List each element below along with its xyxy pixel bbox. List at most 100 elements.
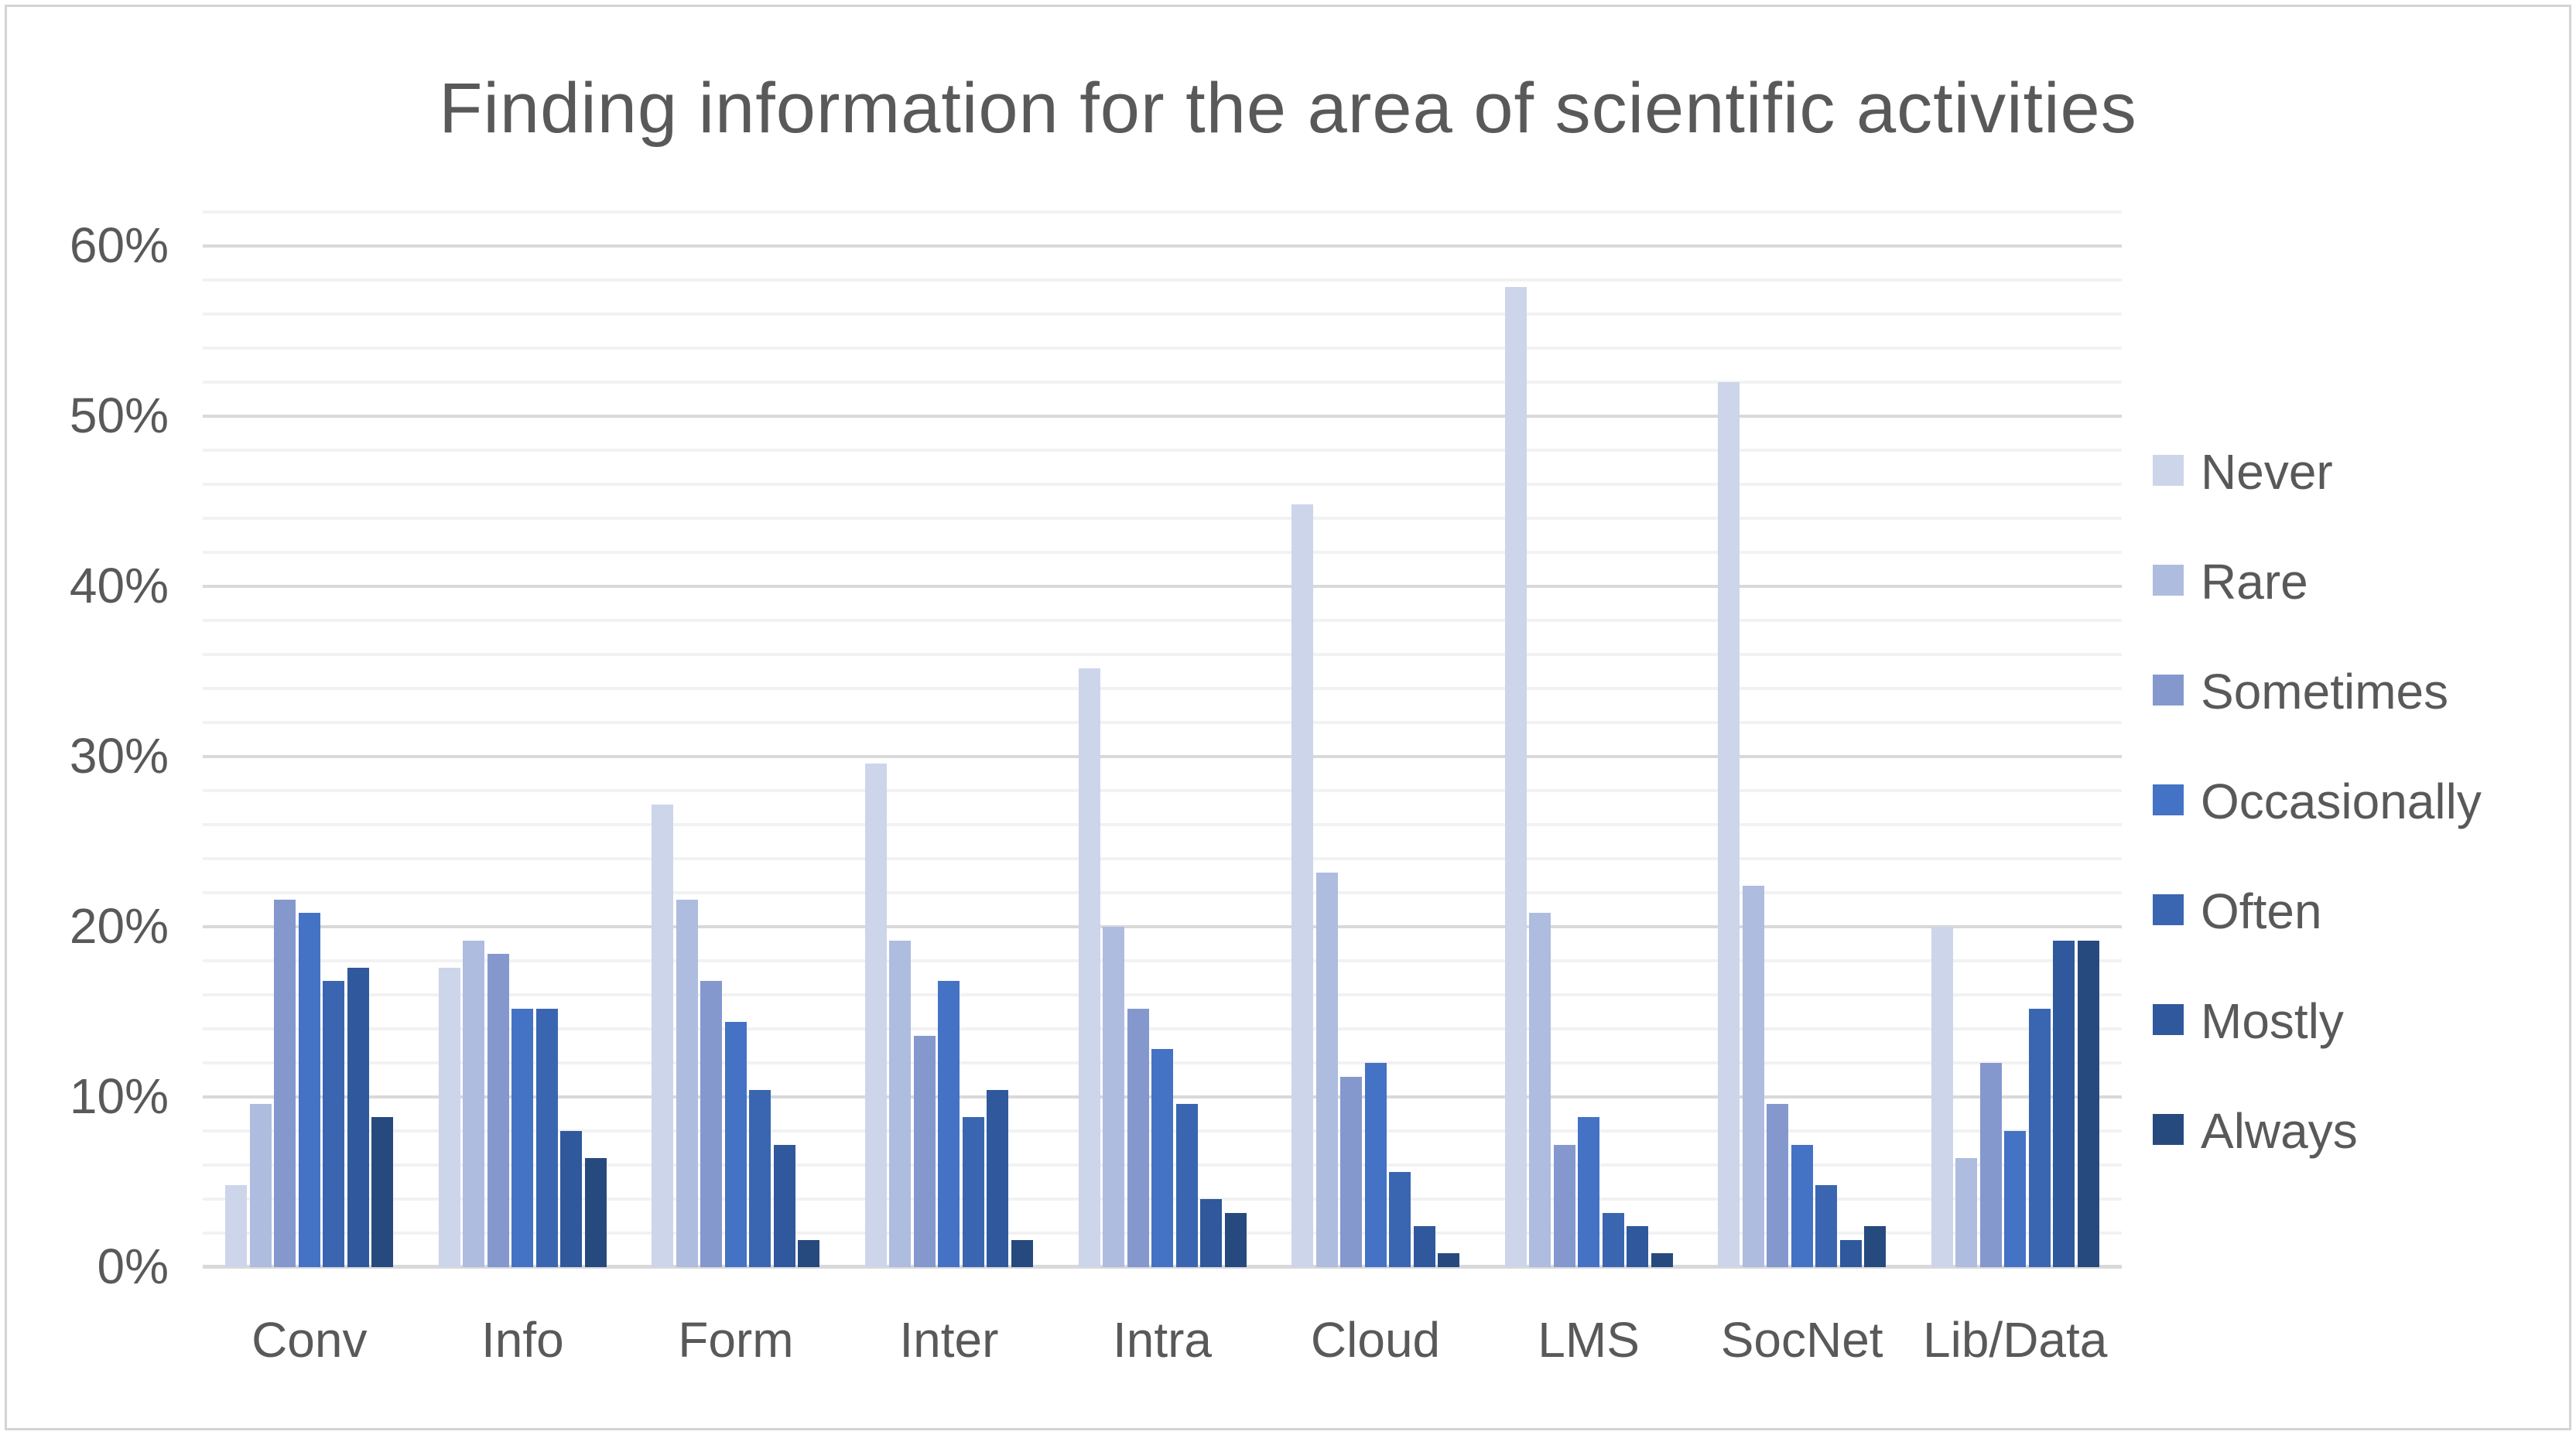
gridline-major — [203, 925, 2122, 928]
gridline-minor — [203, 278, 2122, 282]
bar-never-5 — [1291, 504, 1314, 1267]
bar-occasionally-8 — [2004, 1131, 2027, 1267]
bar-mostly-8 — [2053, 940, 2075, 1267]
gridline-major — [203, 755, 2122, 758]
bar-often-7 — [1815, 1185, 1838, 1267]
legend-label: Occasionally — [2201, 774, 2482, 829]
bar-never-7 — [1718, 382, 1740, 1267]
y-tick-label: 40% — [69, 558, 169, 613]
bar-always-7 — [1864, 1226, 1887, 1267]
y-tick-label: 60% — [69, 217, 169, 273]
bar-never-0 — [225, 1185, 248, 1267]
bar-occasionally-2 — [724, 1022, 747, 1267]
bar-mostly-6 — [1627, 1226, 1649, 1267]
bar-sometimes-2 — [700, 981, 723, 1267]
legend-label: Rare — [2201, 554, 2308, 610]
bar-always-6 — [1651, 1253, 1673, 1267]
bar-often-3 — [962, 1117, 984, 1267]
x-axis-label: Info — [481, 1312, 564, 1368]
y-tick-label: 50% — [69, 388, 169, 443]
gridline-major — [203, 415, 2122, 418]
gridline-minor — [203, 551, 2122, 554]
y-tick-label: 20% — [69, 898, 169, 954]
bar-often-1 — [535, 1008, 558, 1267]
gridline-minor — [203, 517, 2122, 520]
bar-always-1 — [584, 1158, 607, 1267]
bar-sometimes-1 — [487, 954, 509, 1267]
gridline-minor — [203, 721, 2122, 724]
legend-swatch — [2153, 894, 2184, 925]
gridline-minor — [203, 313, 2122, 316]
bar-never-8 — [1931, 927, 1953, 1267]
x-axis-label: Intra — [1112, 1312, 1213, 1368]
bar-mostly-5 — [1413, 1226, 1435, 1267]
bar-often-5 — [1389, 1171, 1411, 1267]
x-axis-label: SocNet — [1720, 1312, 1883, 1368]
y-tick-label: 0% — [97, 1239, 169, 1294]
bar-never-2 — [652, 804, 674, 1267]
gridline-minor — [203, 347, 2122, 350]
gridline-minor — [203, 823, 2122, 826]
bar-occasionally-3 — [938, 981, 960, 1267]
gridline-minor — [203, 891, 2122, 894]
bar-always-0 — [371, 1117, 394, 1267]
bar-rare-6 — [1529, 913, 1551, 1267]
gridline-minor — [203, 381, 2122, 384]
bar-sometimes-4 — [1127, 1008, 1149, 1267]
gridline-minor — [203, 993, 2122, 996]
legend-label: Mostly — [2201, 993, 2344, 1049]
bar-rare-5 — [1315, 872, 1338, 1267]
bar-sometimes-0 — [274, 899, 296, 1267]
gridline-minor — [203, 959, 2122, 962]
bar-never-4 — [1078, 668, 1100, 1267]
bar-mostly-2 — [773, 1144, 795, 1267]
bar-always-2 — [798, 1239, 820, 1267]
bar-never-6 — [1504, 286, 1527, 1267]
bar-never-1 — [438, 967, 460, 1267]
bar-occasionally-0 — [298, 913, 320, 1267]
gridline-minor — [203, 857, 2122, 860]
bar-mostly-1 — [560, 1131, 583, 1267]
gridline-minor — [203, 210, 2122, 214]
x-axis-label: Inter — [899, 1312, 999, 1368]
x-axis-label: Conv — [251, 1312, 368, 1368]
bar-always-5 — [1438, 1253, 1460, 1267]
legend-label: Never — [2201, 444, 2333, 500]
legend-swatch — [2153, 1114, 2184, 1145]
chart-title: Finding information for the area of scie… — [439, 69, 2137, 148]
bar-sometimes-5 — [1340, 1076, 1363, 1267]
x-axis-label: Cloud — [1310, 1312, 1441, 1368]
legend-label: Always — [2201, 1103, 2358, 1159]
bar-mostly-7 — [1839, 1239, 1862, 1267]
x-axis-label: Lib/Data — [1923, 1312, 2108, 1368]
bar-occasionally-4 — [1151, 1049, 1173, 1267]
gridline-minor — [203, 653, 2122, 656]
bar-sometimes-8 — [1979, 1063, 2002, 1267]
bar-often-6 — [1602, 1212, 1624, 1267]
legend-swatch — [2153, 675, 2184, 706]
legend-swatch — [2153, 1004, 2184, 1035]
bar-occasionally-1 — [511, 1008, 534, 1267]
x-axis-label: Form — [678, 1312, 794, 1368]
bar-often-4 — [1175, 1103, 1198, 1267]
bar-mostly-0 — [347, 967, 369, 1267]
gridline-minor — [203, 687, 2122, 690]
legend-swatch — [2153, 455, 2184, 486]
bar-rare-0 — [249, 1103, 272, 1267]
bar-often-0 — [323, 981, 345, 1267]
legend-swatch — [2153, 565, 2184, 596]
legend-label: Often — [2201, 883, 2322, 939]
bar-mostly-4 — [1200, 1199, 1222, 1267]
bar-often-2 — [749, 1090, 771, 1267]
bar-never-3 — [864, 763, 887, 1267]
bar-often-8 — [2028, 1008, 2051, 1267]
bar-sometimes-7 — [1767, 1103, 1789, 1267]
gridline-minor — [203, 483, 2122, 486]
plot-area — [203, 210, 2122, 1269]
legend-label: Sometimes — [2201, 664, 2449, 719]
bar-rare-8 — [1955, 1158, 1978, 1267]
bar-mostly-3 — [987, 1090, 1009, 1267]
bar-occasionally-7 — [1791, 1144, 1813, 1267]
gridline-minor — [203, 1027, 2122, 1030]
